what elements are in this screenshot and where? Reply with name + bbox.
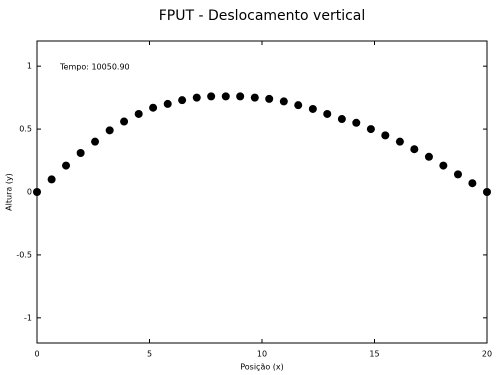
point — [120, 117, 129, 126]
point — [410, 145, 419, 154]
annotation: Tempo: 10050.90 — [59, 63, 130, 72]
y-tick-label: 1 — [27, 62, 32, 71]
point — [453, 170, 462, 179]
point — [265, 94, 274, 103]
point — [468, 179, 477, 188]
point — [163, 99, 172, 108]
point — [279, 97, 288, 106]
point — [62, 161, 71, 170]
point — [33, 188, 41, 196]
point — [91, 137, 100, 146]
x-tick-label: 10 — [257, 350, 267, 359]
point — [337, 115, 346, 124]
point — [308, 104, 317, 113]
point — [323, 109, 332, 118]
point — [366, 125, 375, 134]
point — [236, 92, 245, 101]
point — [250, 93, 259, 102]
point — [483, 188, 491, 196]
point — [178, 96, 187, 105]
point — [294, 101, 303, 110]
x-tick-label: 0 — [34, 350, 39, 359]
point — [207, 92, 216, 101]
point — [424, 152, 433, 161]
y-tick-label: -0.5 — [16, 250, 32, 259]
point — [381, 131, 390, 140]
x-tick-label: 15 — [369, 350, 379, 359]
point — [149, 103, 158, 112]
x-tick-label: 20 — [482, 350, 492, 359]
y-tick-label: 0.5 — [19, 125, 32, 134]
chart-title: FPUT - Deslocamento vertical — [159, 8, 366, 24]
y-tick-label: 0 — [27, 188, 32, 197]
point — [76, 148, 85, 157]
point — [134, 109, 143, 118]
point — [192, 93, 201, 102]
point — [221, 92, 230, 101]
point — [47, 175, 56, 184]
point — [439, 161, 448, 170]
plot-frame — [36, 40, 488, 344]
point — [352, 118, 361, 127]
point — [395, 137, 404, 146]
x-tick-label: 5 — [147, 350, 152, 359]
point — [105, 126, 114, 135]
x-axis-label: Posição (x) — [240, 363, 284, 372]
y-axis-label: Altura (y) — [5, 173, 14, 211]
y-tick-label: -1 — [24, 313, 32, 322]
